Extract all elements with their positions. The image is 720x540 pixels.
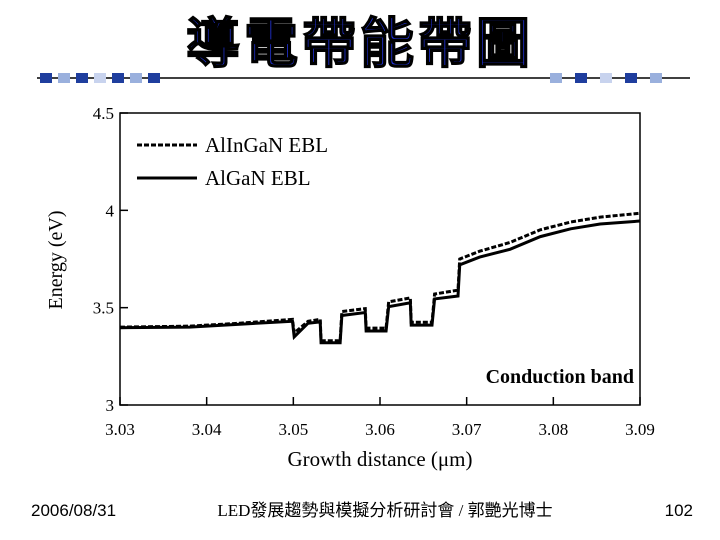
plot-frame xyxy=(119,112,641,406)
footer-date: 2006/08/31 xyxy=(31,501,116,520)
x-tick-label: 3.05 xyxy=(278,420,308,439)
y-axis-label: Energy (eV) xyxy=(45,210,67,309)
y-tick-label: 4 xyxy=(106,201,115,220)
y-tick-label: 3 xyxy=(106,396,115,415)
x-tick-label: 3.09 xyxy=(625,420,655,439)
x-axis-label: Growth distance (μm) xyxy=(287,447,472,471)
annotation: Conduction band xyxy=(486,366,634,388)
x-tick-label: 3.06 xyxy=(365,420,395,439)
legend-label: AlInGaN EBL xyxy=(205,133,328,157)
title-rule xyxy=(37,73,690,83)
series-line xyxy=(119,211,641,343)
footer-text: LED發展趨勢與模擬分析研討會 / 郭艷光博士 xyxy=(217,501,552,520)
x-tick-label: 3.08 xyxy=(538,420,568,439)
page-number: 102 xyxy=(665,501,693,520)
series-line xyxy=(119,219,641,345)
slide-title: 導電帶能帶圖 xyxy=(186,14,534,74)
x-tick-label: 3.03 xyxy=(105,420,135,439)
x-tick-label: 3.04 xyxy=(192,420,222,439)
y-tick-label: 3.5 xyxy=(93,299,114,318)
x-tick-label: 3.07 xyxy=(452,420,482,439)
y-tick-label: 4.5 xyxy=(93,104,114,123)
legend-label: AlGaN EBL xyxy=(205,166,311,190)
